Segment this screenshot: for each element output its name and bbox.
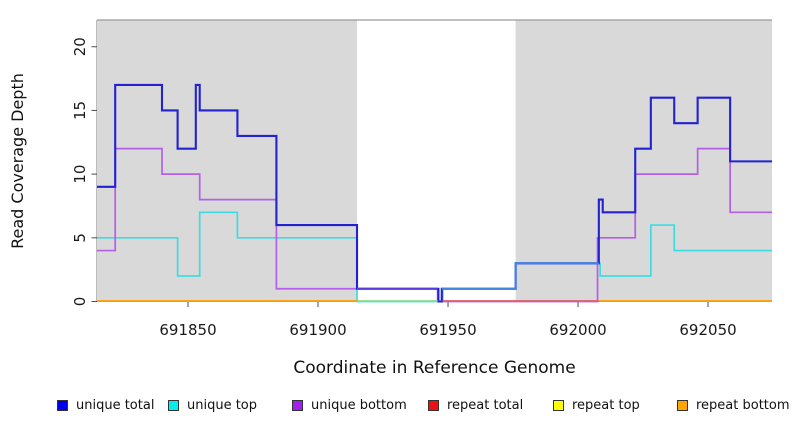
y-tick-label: 15 xyxy=(71,101,89,120)
legend-swatch xyxy=(677,400,688,411)
legend-item-unique-total: unique total xyxy=(57,398,154,413)
legend-swatch xyxy=(292,400,303,411)
legend-item-repeat-bottom: repeat bottom xyxy=(677,398,790,413)
x-tick-label: 691900 xyxy=(289,321,346,339)
legend-item-unique-top: unique top xyxy=(168,398,257,413)
y-axis-title: Read Coverage Depth xyxy=(8,73,27,249)
legend-label: unique top xyxy=(187,398,258,413)
y-tick-label: 5 xyxy=(71,233,89,243)
y-tick-label: 10 xyxy=(71,165,89,184)
legend-swatch xyxy=(553,400,564,411)
legend-label: unique bottom xyxy=(311,398,407,413)
legend-item-repeat-total: repeat total xyxy=(428,398,523,413)
legend-label: repeat top xyxy=(572,398,640,413)
legend-label: repeat total xyxy=(447,398,524,413)
chart-plot: 691850 691900 691950 692000 692050 0 5 10 15 20 xyxy=(71,19,772,339)
x-tick-label: 692050 xyxy=(679,321,736,339)
y-tick-label: 20 xyxy=(71,37,89,56)
legend-label: unique total xyxy=(76,398,155,413)
series-line-unique-total xyxy=(97,83,772,303)
x-tick-label: 691950 xyxy=(419,321,476,339)
legend-swatch xyxy=(168,400,179,411)
legend-item-repeat-top: repeat top xyxy=(553,398,640,413)
legend-swatch xyxy=(57,400,68,411)
shaded-region xyxy=(97,20,358,302)
x-tick-label: 692000 xyxy=(549,321,606,339)
y-tick-label: 0 xyxy=(71,297,89,307)
legend-item-unique-bottom: unique bottom xyxy=(292,398,407,413)
legend-label: repeat bottom xyxy=(696,398,790,413)
x-axis-title: Coordinate in Reference Genome xyxy=(293,358,576,378)
legend-swatch xyxy=(428,400,439,411)
x-tick-label: 691850 xyxy=(159,321,216,339)
overlap-segment xyxy=(441,262,599,290)
